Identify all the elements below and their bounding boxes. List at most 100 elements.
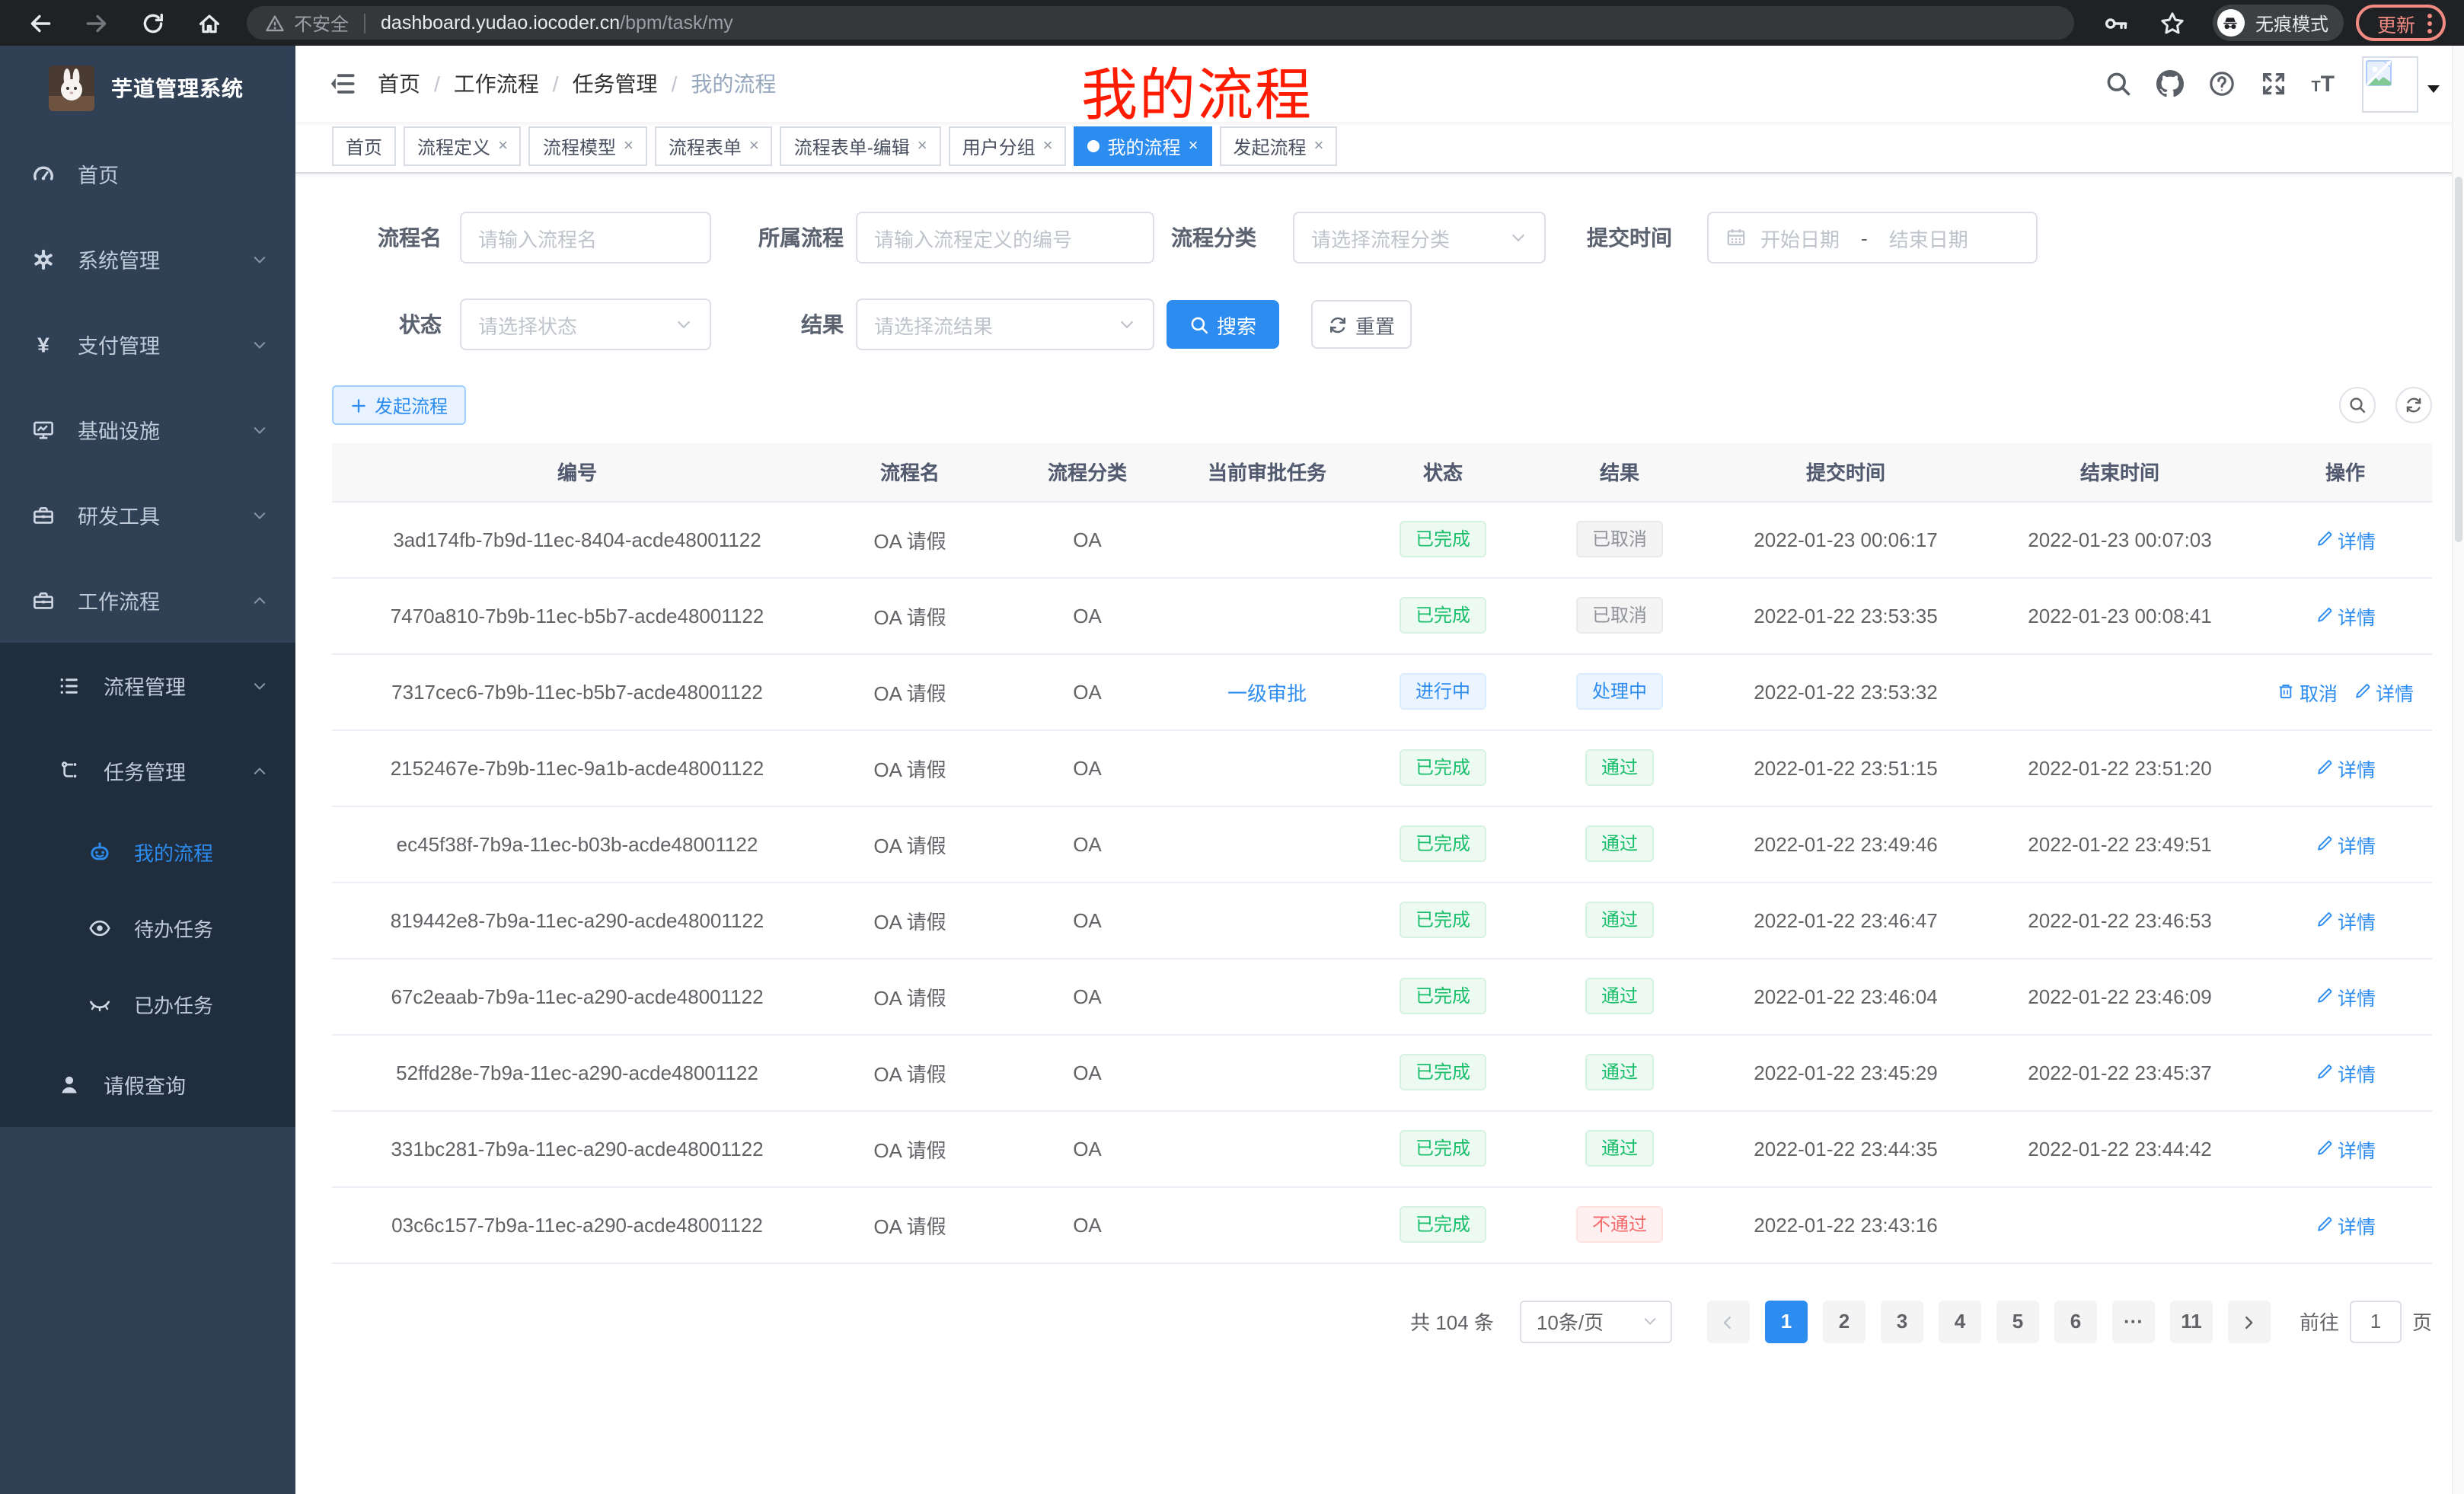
page-button-3[interactable]: 3 xyxy=(1880,1300,1923,1342)
page-button-2[interactable]: 2 xyxy=(1822,1300,1866,1342)
delete-icon xyxy=(2277,682,2295,701)
sidebar-item-label: 系统管理 xyxy=(78,250,160,273)
tab-close-icon[interactable]: × xyxy=(623,137,634,155)
url-host[interactable]: dashboard.yudao.iocoder.cn xyxy=(381,12,621,34)
table-toolbar: 发起流程 xyxy=(332,385,2432,425)
result-select[interactable]: 请选择流结果 xyxy=(856,298,1154,350)
sidebar-item-infra[interactable]: 基础设施 xyxy=(0,387,295,472)
cell-end-time: 2022-01-22 23:51:20 xyxy=(1981,729,2258,806)
detail-link[interactable]: 详情 xyxy=(2315,525,2376,554)
reload-icon[interactable] xyxy=(140,10,166,36)
page-button-5[interactable]: 5 xyxy=(1996,1300,2039,1342)
help-icon[interactable] xyxy=(2207,70,2235,97)
fullscreen-icon[interactable] xyxy=(2259,70,2287,97)
cancel-link[interactable]: 取消 xyxy=(2277,677,2338,706)
key-icon[interactable] xyxy=(2103,10,2129,36)
page-more-button[interactable]: ··· xyxy=(2111,1300,2155,1342)
page-button-1[interactable]: 1 xyxy=(1764,1300,1808,1342)
hamburger-icon[interactable] xyxy=(329,70,356,97)
sidebar-item-done-task[interactable]: 已办任务 xyxy=(0,966,295,1042)
cell-submit-time: 2022-01-22 23:43:16 xyxy=(1710,1186,1981,1263)
page-size-select[interactable]: 10条/页 xyxy=(1519,1300,1672,1342)
tab-close-icon[interactable]: × xyxy=(1313,137,1324,155)
tab-流程表单[interactable]: 流程表单 × xyxy=(654,126,773,166)
sidebar-item-workflow[interactable]: 工作流程 xyxy=(0,557,295,643)
tab-close-icon[interactable]: × xyxy=(748,137,759,155)
sidebar-item-home[interactable]: 首页 xyxy=(0,131,295,216)
prev-page-button[interactable] xyxy=(1706,1300,1750,1342)
breadcrumb-item[interactable]: 首页 xyxy=(378,72,420,96)
edit-icon xyxy=(2315,530,2333,548)
tab-首页[interactable]: 首页 xyxy=(332,126,397,166)
tab-close-icon[interactable]: × xyxy=(1042,137,1053,155)
tab-发起流程[interactable]: 发起流程 × xyxy=(1219,126,1338,166)
scrollbar-thumb[interactable] xyxy=(2455,177,2462,542)
sidebar-item-payment[interactable]: ¥ 支付管理 xyxy=(0,302,295,387)
avatar[interactable] xyxy=(2362,56,2418,112)
tab-流程模型[interactable]: 流程模型 × xyxy=(528,126,647,166)
status-select[interactable]: 请选择状态 xyxy=(460,298,711,350)
url-path[interactable]: /bpm/task/my xyxy=(620,12,733,34)
tab-close-icon[interactable]: × xyxy=(917,137,927,155)
tab-我的流程[interactable]: 我的流程 × xyxy=(1074,126,1212,166)
submit-time-range[interactable]: 开始日期 - 结束日期 xyxy=(1707,212,2038,263)
show-search-button[interactable] xyxy=(2339,387,2376,423)
sidebar-item-devtools[interactable]: 研发工具 xyxy=(0,472,295,557)
sidebar-item-system[interactable]: 系统管理 xyxy=(0,216,295,302)
home-icon[interactable] xyxy=(196,10,222,36)
search-button[interactable]: 搜索 xyxy=(1167,300,1279,349)
sidebar-item-my-process[interactable]: 我的流程 xyxy=(0,813,295,889)
page-button-4[interactable]: 4 xyxy=(1938,1300,1981,1342)
search-icon[interactable] xyxy=(2104,70,2131,97)
detail-link[interactable]: 详情 xyxy=(2315,753,2376,782)
start-date-placeholder[interactable]: 开始日期 xyxy=(1760,228,1840,251)
sidebar-item-process-mgmt[interactable]: 流程管理 xyxy=(0,643,295,728)
detail-link[interactable]: 详情 xyxy=(2315,982,2376,1010)
cell-status: 已完成 xyxy=(1357,806,1529,883)
tab-流程表单-编辑[interactable]: 流程表单-编辑 × xyxy=(780,126,941,166)
sidebar-item-leave-query[interactable]: 请假查询 xyxy=(0,1042,295,1127)
sidebar-item-todo-task[interactable]: 待办任务 xyxy=(0,889,295,966)
chrome-update-button[interactable]: 更新 xyxy=(2355,5,2446,41)
create-process-button[interactable]: 发起流程 xyxy=(332,385,467,425)
end-date-placeholder[interactable]: 结束日期 xyxy=(1888,228,1968,251)
sidebar-item-task-mgmt[interactable]: 任务管理 xyxy=(0,728,295,813)
forward-icon[interactable] xyxy=(84,10,110,36)
page-button-11[interactable]: 11 xyxy=(2169,1300,2213,1342)
browser-menu-icon[interactable] xyxy=(2427,13,2432,33)
process-name-input[interactable]: 请输入流程名 xyxy=(460,212,711,263)
detail-link[interactable]: 详情 xyxy=(2315,1058,2376,1087)
tab-用户分组[interactable]: 用户分组 × xyxy=(948,126,1067,166)
breadcrumb-item[interactable]: 工作流程 xyxy=(453,72,539,96)
next-page-button[interactable] xyxy=(2227,1300,2271,1342)
breadcrumb-item[interactable]: 任务管理 xyxy=(572,72,658,96)
tab-流程定义[interactable]: 流程定义 × xyxy=(404,126,522,166)
current-task-link[interactable]: 一级审批 xyxy=(1227,682,1307,704)
address-bar[interactable]: 不安全 dashboard.yudao.iocoder.cn/bpm/task/… xyxy=(247,6,2074,40)
detail-link[interactable]: 详情 xyxy=(2315,601,2376,630)
scrollbar[interactable] xyxy=(2452,46,2464,1494)
security-label[interactable]: 不安全 xyxy=(294,13,349,34)
detail-link[interactable]: 详情 xyxy=(2353,677,2414,706)
back-icon[interactable] xyxy=(27,10,53,36)
detail-link[interactable]: 详情 xyxy=(2315,905,2376,934)
refresh-table-button[interactable] xyxy=(2395,387,2432,423)
category-select[interactable]: 请选择流程分类 xyxy=(1293,212,1546,263)
app-logo[interactable]: 芋道管理系统 xyxy=(0,46,295,131)
process-def-input[interactable]: 请输入流程定义的编号 xyxy=(856,212,1154,263)
goto-page-input[interactable] xyxy=(2349,1300,2402,1342)
reset-button[interactable]: 重置 xyxy=(1311,300,1412,349)
cell-category: OA xyxy=(997,653,1177,730)
user-icon xyxy=(58,1073,81,1096)
tab-close-icon[interactable]: × xyxy=(1188,137,1198,155)
detail-link[interactable]: 详情 xyxy=(2315,829,2376,858)
detail-link[interactable]: 详情 xyxy=(2315,1134,2376,1163)
detail-link[interactable]: 详情 xyxy=(2315,1210,2376,1239)
cell-actions: 详情 xyxy=(2258,1186,2432,1263)
bookmark-star-icon[interactable] xyxy=(2159,10,2185,36)
page-button-6[interactable]: 6 xyxy=(2054,1300,2097,1342)
github-icon[interactable] xyxy=(2156,70,2184,97)
tab-close-icon[interactable]: × xyxy=(498,137,508,155)
avatar-caret-icon[interactable] xyxy=(2424,79,2443,97)
